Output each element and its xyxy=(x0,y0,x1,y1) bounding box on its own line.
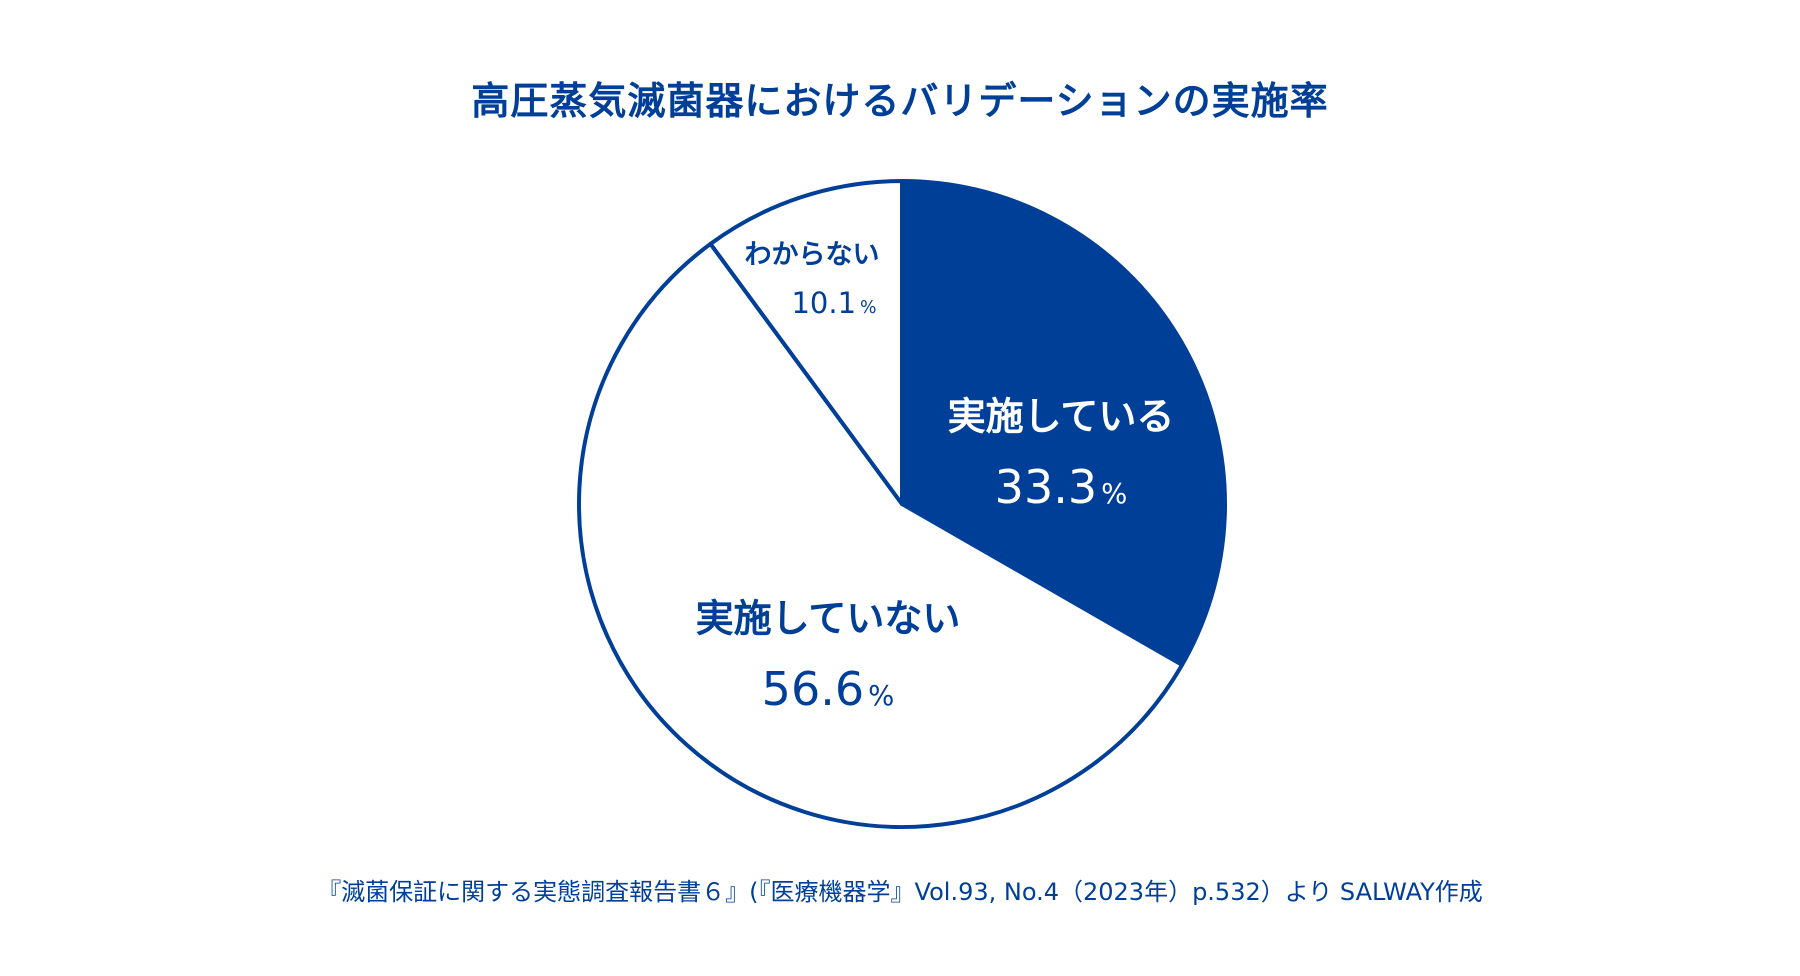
chart-title: 高圧蒸気滅菌器におけるバリデーションの実施率 xyxy=(471,79,1329,123)
slice-value-unknown: 10.1% xyxy=(791,286,876,320)
slice-label-unknown: わからない xyxy=(744,239,880,271)
slice-label-implemented: 実施している xyxy=(947,394,1175,439)
unit: % xyxy=(1101,477,1128,510)
slice-value-implemented: 33.3% xyxy=(995,460,1128,514)
slice-value-not-implemented: 56.6% xyxy=(762,662,895,716)
slice-implemented xyxy=(900,179,1227,667)
value-text: 56.6 xyxy=(761,662,865,716)
unit: % xyxy=(860,298,877,318)
value-text: 33.3 xyxy=(994,460,1098,514)
value-text: 10.1 xyxy=(791,286,857,320)
unit: % xyxy=(868,679,895,712)
slice-not-implemented xyxy=(577,241,1185,829)
slice-label-not-implemented: 実施していない xyxy=(695,596,961,641)
slice-unknown xyxy=(708,179,904,506)
source-note: 『滅菌保証に関する実態調査報告書６』(『医療機器学』Vol.93, No.4（2… xyxy=(317,878,1483,906)
